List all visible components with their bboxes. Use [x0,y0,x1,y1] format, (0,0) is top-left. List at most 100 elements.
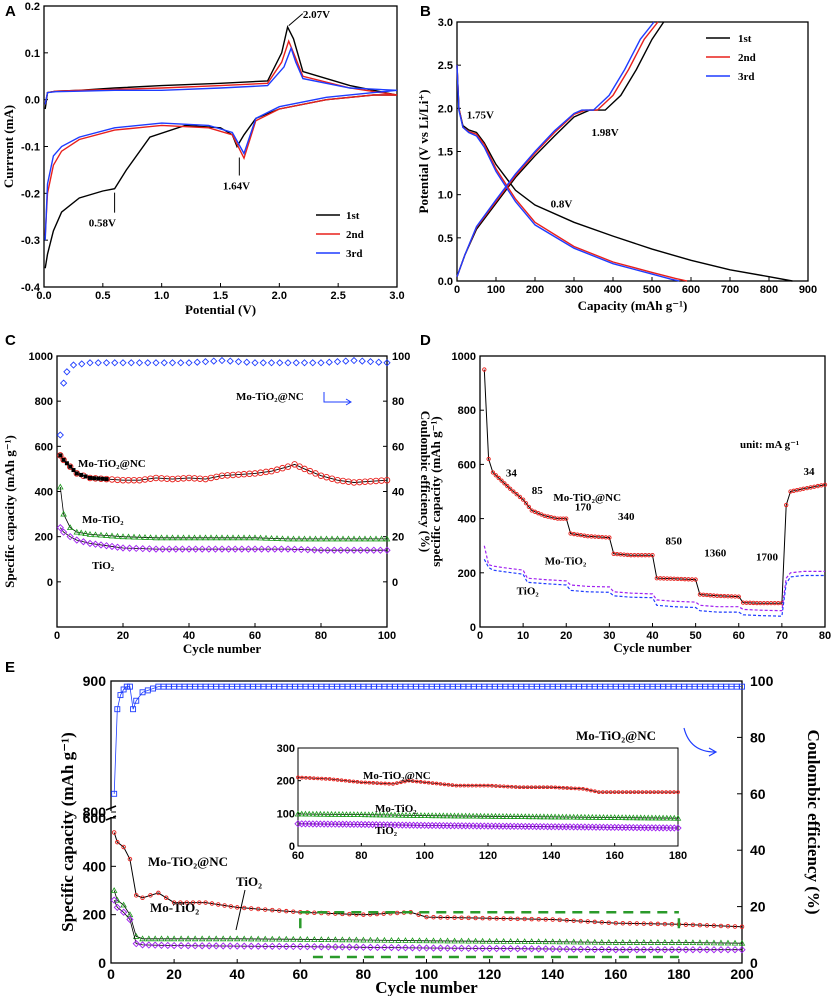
panel-c-point-mo-tio2 [97,531,105,538]
panel-c-point-tio2 [304,546,312,554]
panel-e-inset-y-tick-label: 100 [277,808,295,820]
panel-e-zoom-box-upper [299,911,681,930]
panel-c-point-tio2 [198,545,206,553]
panel-c-point-tio2 [172,545,180,553]
panel-d-y-tick-label: 200 [458,568,476,580]
panel-e-inset-point-Mo-TiO₂ [480,812,488,819]
panel-e-point-mo-tio2-nc [111,830,117,835]
panel-c-point-ce [94,359,102,367]
panel-e-inset-point-Mo-TiO₂ [630,814,637,821]
panel-e-point-mo-tio2-nc [184,900,189,905]
panel-e-inset-point-Mo-TiO₂@NC [474,783,478,788]
panel-e-inset-point-Mo-TiO₂ [387,811,395,818]
panel-c-point-tio2 [66,533,74,541]
panel-a-annotation: 0.58V [89,218,116,230]
panel-c-point-tio2 [343,546,352,554]
panel-e-inset-point-Mo-TiO₂@NC [616,790,621,794]
panel-c-point-mo-tio2-nc-early [58,453,63,458]
panel-e-x-tick-label: 20 [166,966,182,982]
panel-e-point-tio2 [296,942,304,951]
panel-c-point-mo-tio2-nc-early [92,476,97,481]
panel-c-arrowhead [345,398,352,406]
panel-e-point-tio2 [619,946,627,954]
panel-b-x-tick-label: 800 [760,284,778,296]
panel-e-point-mo-tio2-nc [473,915,478,921]
panel-e-y-tick-label: 400 [83,858,107,874]
panel-c-point-mo-tio2-nc-early [83,474,88,479]
panel-e-inset-point-Mo-TiO₂@NC [494,784,498,788]
panel-e-inset-point-Mo-TiO₂ [317,810,324,817]
panel-e-point-mo-tio2-nc [487,916,492,921]
panel-c-point-tio2 [264,545,272,553]
panel-c-point-mo-tio2 [73,528,81,535]
panel-c-point-tio2 [205,545,213,553]
panel-d-rate-label: 34 [803,466,815,478]
panel-e-point-mo-tio2-nc [416,912,421,917]
panel-c-arrow [323,392,350,403]
panel-e-point-mo-tio2 [395,937,402,943]
panel-b-y-tick-label: 0.0 [438,276,453,288]
panel-c-point-tio2 [231,545,239,553]
panel-c-y2-tick-label: 20 [392,532,404,544]
panel-c-ylabel: Specific capacity (mAh g⁻¹) [2,435,17,588]
panel-e-point-tio2 [570,945,578,953]
panel-e-point-mo-tio2 [240,935,248,942]
panel-e-inset-x-tick-label: 180 [669,850,687,862]
panel-b-legend-label: 1st [738,33,752,45]
panel-d-rate-label: 1360 [704,548,727,560]
panel-e-point-mo-tio2 [360,936,367,943]
panel-e-point-tio2 [485,944,494,953]
panel-e-inset-point-Mo-TiO₂@NC [648,790,653,794]
panel-e-y2label: Coulombic efficiency (%) [804,729,823,914]
panel-c-point-tio2 [284,545,292,553]
panel-c-point-mo-tio2 [108,532,116,539]
panel-e-point-mo-tio2-nc [620,921,626,926]
panel-e-inset-point-Mo-TiO₂@NC [406,778,411,783]
panel-b-y-tick-label: 3.0 [438,17,453,29]
panel-e-inset-point-Mo-TiO₂ [477,812,484,819]
panel-e-point-mo-tio2 [120,901,127,908]
panel-e-point-mo-tio2-nc [697,922,703,928]
panel-c-point-tio2 [152,545,160,553]
panel-e-inset-point-Mo-TiO₂ [402,811,410,818]
panel-e-point-tio2 [682,946,690,954]
panel-c-point-ce [325,358,333,366]
panel-c-point-mo-tio2 [273,535,281,541]
panel-e-inset-point-Mo-TiO₂@NC [656,790,661,794]
panel-e-point-tio2 [261,942,269,950]
panel-e-inset-point-Mo-TiO₂ [589,813,596,820]
panel-e-point-tio2 [352,943,361,951]
panel-e-point-tio2 [703,946,711,954]
panel-e-inset-point-Mo-TiO₂ [380,811,387,818]
panel-c-point-tio2 [257,545,266,553]
panel-c-point-ce [358,357,366,365]
panel-a-legend-label: 2nd [346,229,364,241]
panel-e-point-tio2 [478,944,487,953]
panel-c-y2label: Coulombic efficiency (%) [418,411,433,553]
panel-c-point-mo-tio2 [361,535,369,542]
panel-b-legend-label: 3rd [738,71,755,83]
panel-c-point-tio2 [370,546,378,554]
panel-c-point-mo-tio2 [378,535,385,542]
panel-c-label: TiO₂ [92,560,115,572]
panel-e-point-mo-tio2 [198,935,206,942]
panel-e-point-mo-tio2 [731,939,739,946]
panel-e-inset-point-Mo-TiO₂@NC [533,785,538,790]
panel-c-point-ce [135,359,144,367]
panel-e-inset-point-Mo-TiO₂@NC [541,785,546,790]
panel-c-point-tio2 [337,546,345,554]
panel-e-inset-point-Mo-TiO₂@NC [620,790,625,794]
panel-e-point-mo-tio2 [233,935,241,942]
panel-e-point-mo-tio2 [290,935,297,942]
panel-a-x-tick-label: 2.5 [331,290,346,302]
panel-c-point-ce [59,379,68,387]
panel-c-point-tio2 [158,545,167,553]
panel-e-inset-point-Mo-TiO₂ [488,812,496,819]
panel-d-point-mo-tio2-nc [493,473,498,478]
panel-c-x-tick-label: 40 [183,630,195,642]
panel-e-inset-point-Mo-TiO₂ [670,814,678,821]
panel-e-inset-point-Mo-TiO₂ [309,810,317,817]
panel-e-point-mo-tio2 [458,937,465,944]
panel-b-annotation: 1.75V [467,110,494,122]
panel-e-inset-point-Mo-TiO₂@NC [383,781,387,786]
